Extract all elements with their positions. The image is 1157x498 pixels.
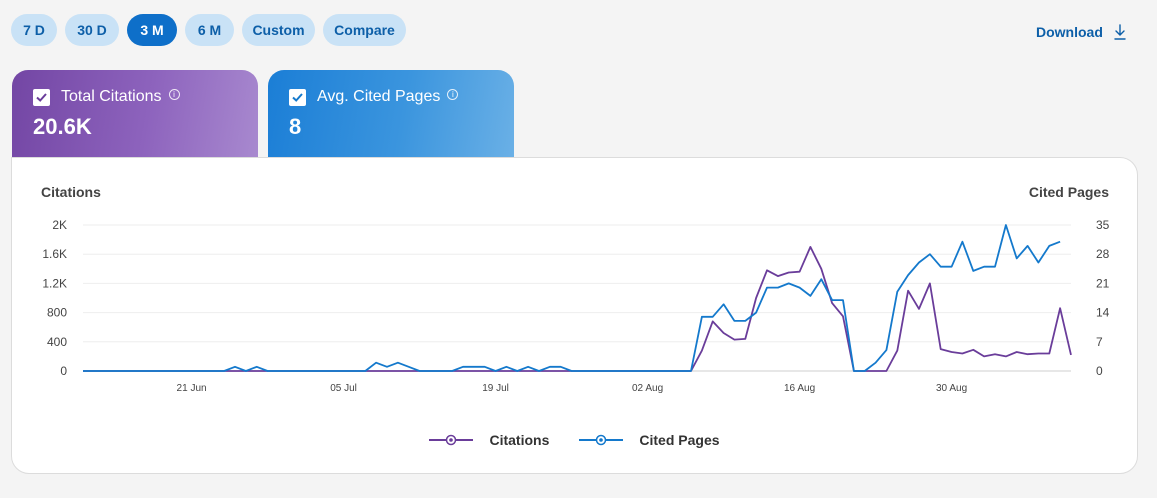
- kpi-card-avg-cited-pages[interactable]: Avg. Cited Pages i 8: [268, 70, 514, 158]
- info-icon[interactable]: i: [168, 88, 180, 100]
- date-range-selector: 7 D 30 D 3 M 6 M Custom Compare: [11, 14, 406, 46]
- series-line-cited-pages: [83, 224, 1061, 372]
- y-tick-right-label: 28: [1096, 247, 1110, 261]
- chart-legend: Citations Cited Pages: [12, 432, 1137, 448]
- range-3m-button[interactable]: 3 M: [127, 14, 177, 46]
- checkbox-citations[interactable]: [33, 88, 50, 106]
- range-custom-button[interactable]: Custom: [242, 14, 315, 46]
- kpi-label: Avg. Cited Pages: [317, 88, 441, 105]
- y-tick-left-label: 1.6K: [42, 247, 67, 261]
- download-label: Download: [1036, 24, 1103, 40]
- range-30d-button[interactable]: 30 D: [65, 14, 119, 46]
- series-line-citations: [83, 246, 1072, 372]
- x-tick-label: 02 Aug: [632, 383, 663, 394]
- download-button[interactable]: Download: [1036, 24, 1127, 40]
- y-tick-left-label: 800: [47, 306, 67, 320]
- kpi-card-total-citations[interactable]: Total Citations i 20.6K: [12, 70, 258, 158]
- checkbox-cited-pages[interactable]: [289, 88, 306, 106]
- y-tick-right-label: 35: [1096, 218, 1110, 232]
- kpi-value: 20.6K: [33, 114, 92, 139]
- y-axis-left-title: Citations: [41, 184, 101, 200]
- x-tick-label: 21 Jun: [177, 383, 207, 394]
- legend-label: Citations: [489, 432, 550, 448]
- info-icon[interactable]: i: [447, 88, 459, 100]
- x-tick-label: 30 Aug: [936, 383, 967, 394]
- legend-swatch-citations: [429, 434, 474, 446]
- line-chart: Citations Cited Pages 2K 35 1.6K 28 1.2K 21 800 1…: [41, 184, 1110, 394]
- x-tick-label: 05 Jul: [330, 383, 357, 394]
- y-tick-left-label: 2K: [52, 218, 67, 232]
- y-axis-right-title: Cited Pages: [1029, 184, 1109, 200]
- y-tick-left-label: 0: [60, 364, 67, 378]
- download-icon: [1114, 24, 1126, 40]
- range-7d-button[interactable]: 7 D: [11, 14, 57, 46]
- y-tick-right-label: 0: [1096, 364, 1103, 378]
- range-compare-button[interactable]: Compare: [323, 14, 406, 46]
- legend-item-cited-pages[interactable]: Cited Pages: [579, 432, 720, 448]
- y-tick-right-label: 21: [1096, 276, 1110, 290]
- y-tick-right-label: 14: [1096, 306, 1110, 320]
- legend-item-citations[interactable]: Citations: [429, 432, 549, 448]
- chart-panel: Citations Cited Pages 2K 35 1.6K 28 1.2K 21 800 1…: [11, 157, 1138, 474]
- y-tick-left-label: 400: [47, 335, 67, 349]
- legend-swatch-cited-pages: [579, 434, 624, 446]
- range-6m-button[interactable]: 6 M: [185, 14, 234, 46]
- kpi-label: Total Citations: [61, 88, 162, 105]
- y-tick-right-label: 7: [1096, 335, 1103, 349]
- x-tick-label: 19 Jul: [482, 383, 509, 394]
- y-tick-left-label: 1.2K: [42, 276, 67, 290]
- kpi-value: 8: [289, 114, 302, 139]
- legend-label: Cited Pages: [639, 432, 720, 448]
- x-tick-label: 16 Aug: [784, 383, 815, 394]
